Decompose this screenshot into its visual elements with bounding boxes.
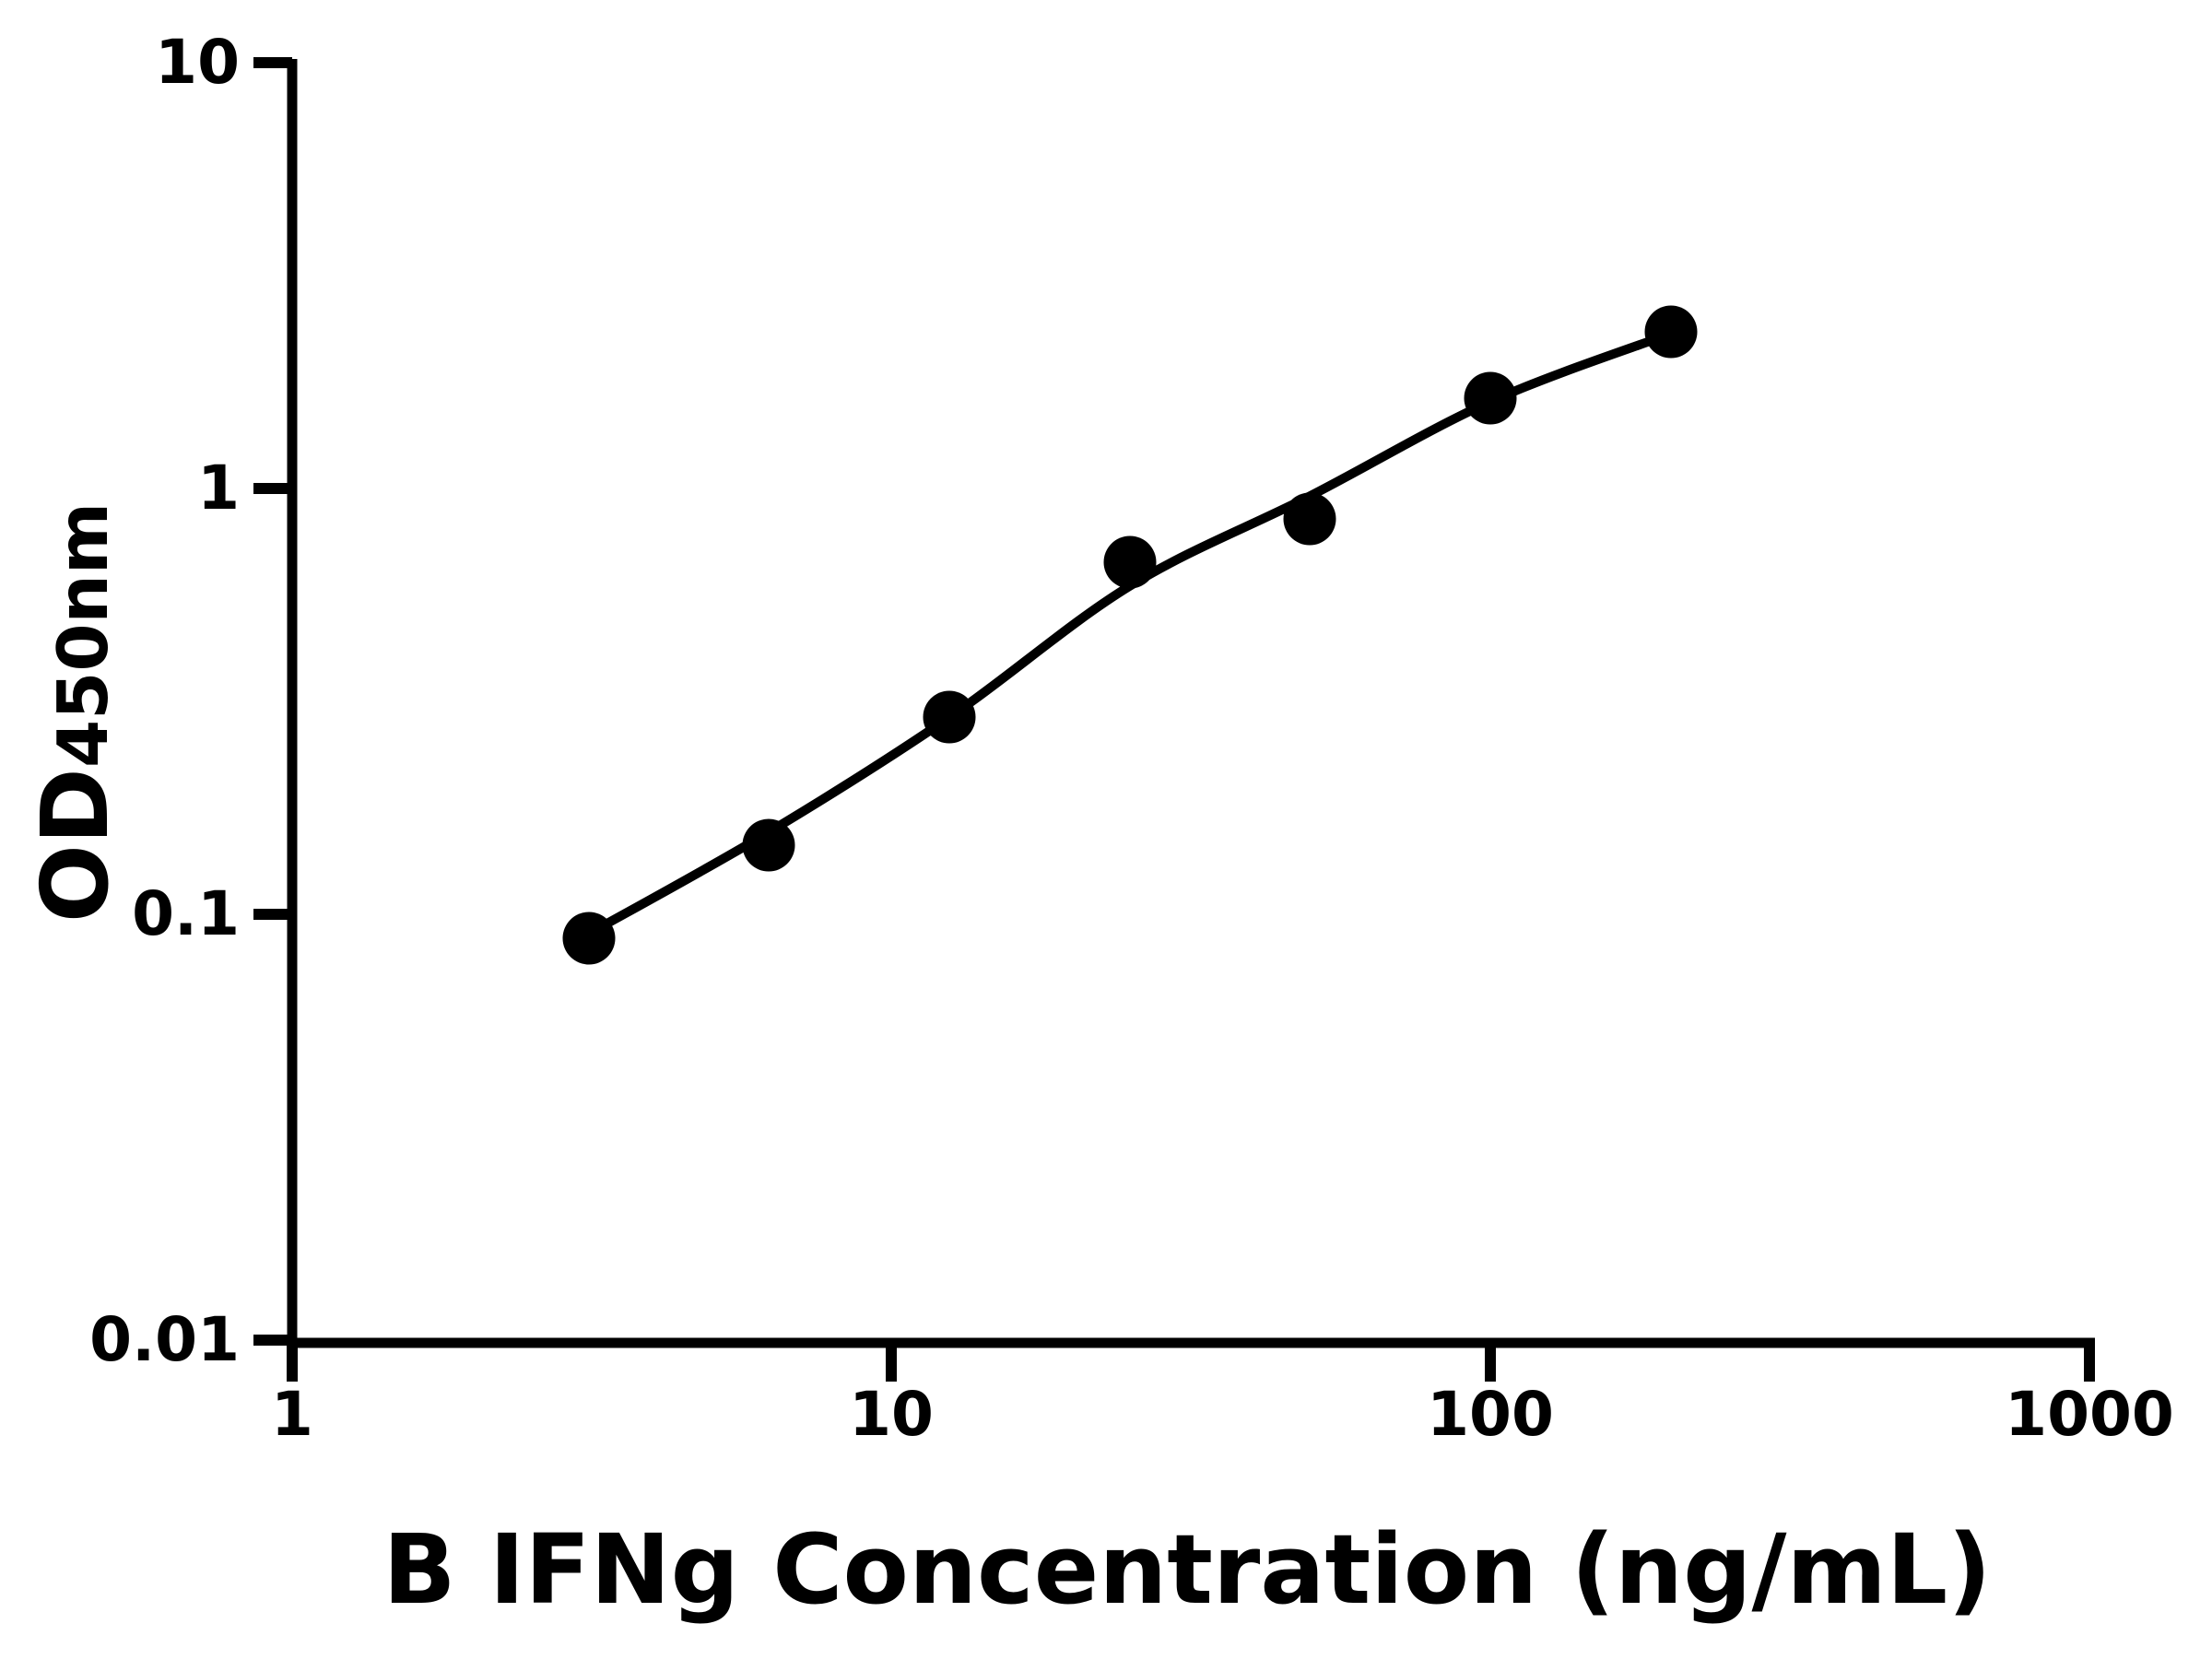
- x-axis-title: B IFNg Concentration (ng/mL): [382, 1513, 1992, 1626]
- y-tick-label: 10: [155, 27, 240, 98]
- y-tick-label: 0.1: [132, 878, 240, 949]
- data-point: [1644, 305, 1698, 359]
- x-tick-label: 10: [849, 1379, 934, 1450]
- data-point: [1283, 492, 1336, 546]
- data-point: [1464, 371, 1517, 425]
- y-axis-title-subscript: 450nm: [42, 501, 124, 769]
- y-axis-title: OD450nm: [20, 482, 131, 943]
- y-tick-label: 0.01: [89, 1304, 240, 1375]
- y-tick-label: 1: [197, 453, 240, 524]
- data-point: [923, 690, 976, 744]
- x-tick-label: 1: [271, 1379, 313, 1450]
- axis-lines: [287, 59, 2095, 1348]
- x-tick-label: 100: [1427, 1379, 1554, 1450]
- x-tick-label: 1000: [2005, 1379, 2174, 1450]
- data-point: [1103, 535, 1157, 589]
- data-point: [742, 818, 795, 872]
- data-point: [562, 912, 616, 965]
